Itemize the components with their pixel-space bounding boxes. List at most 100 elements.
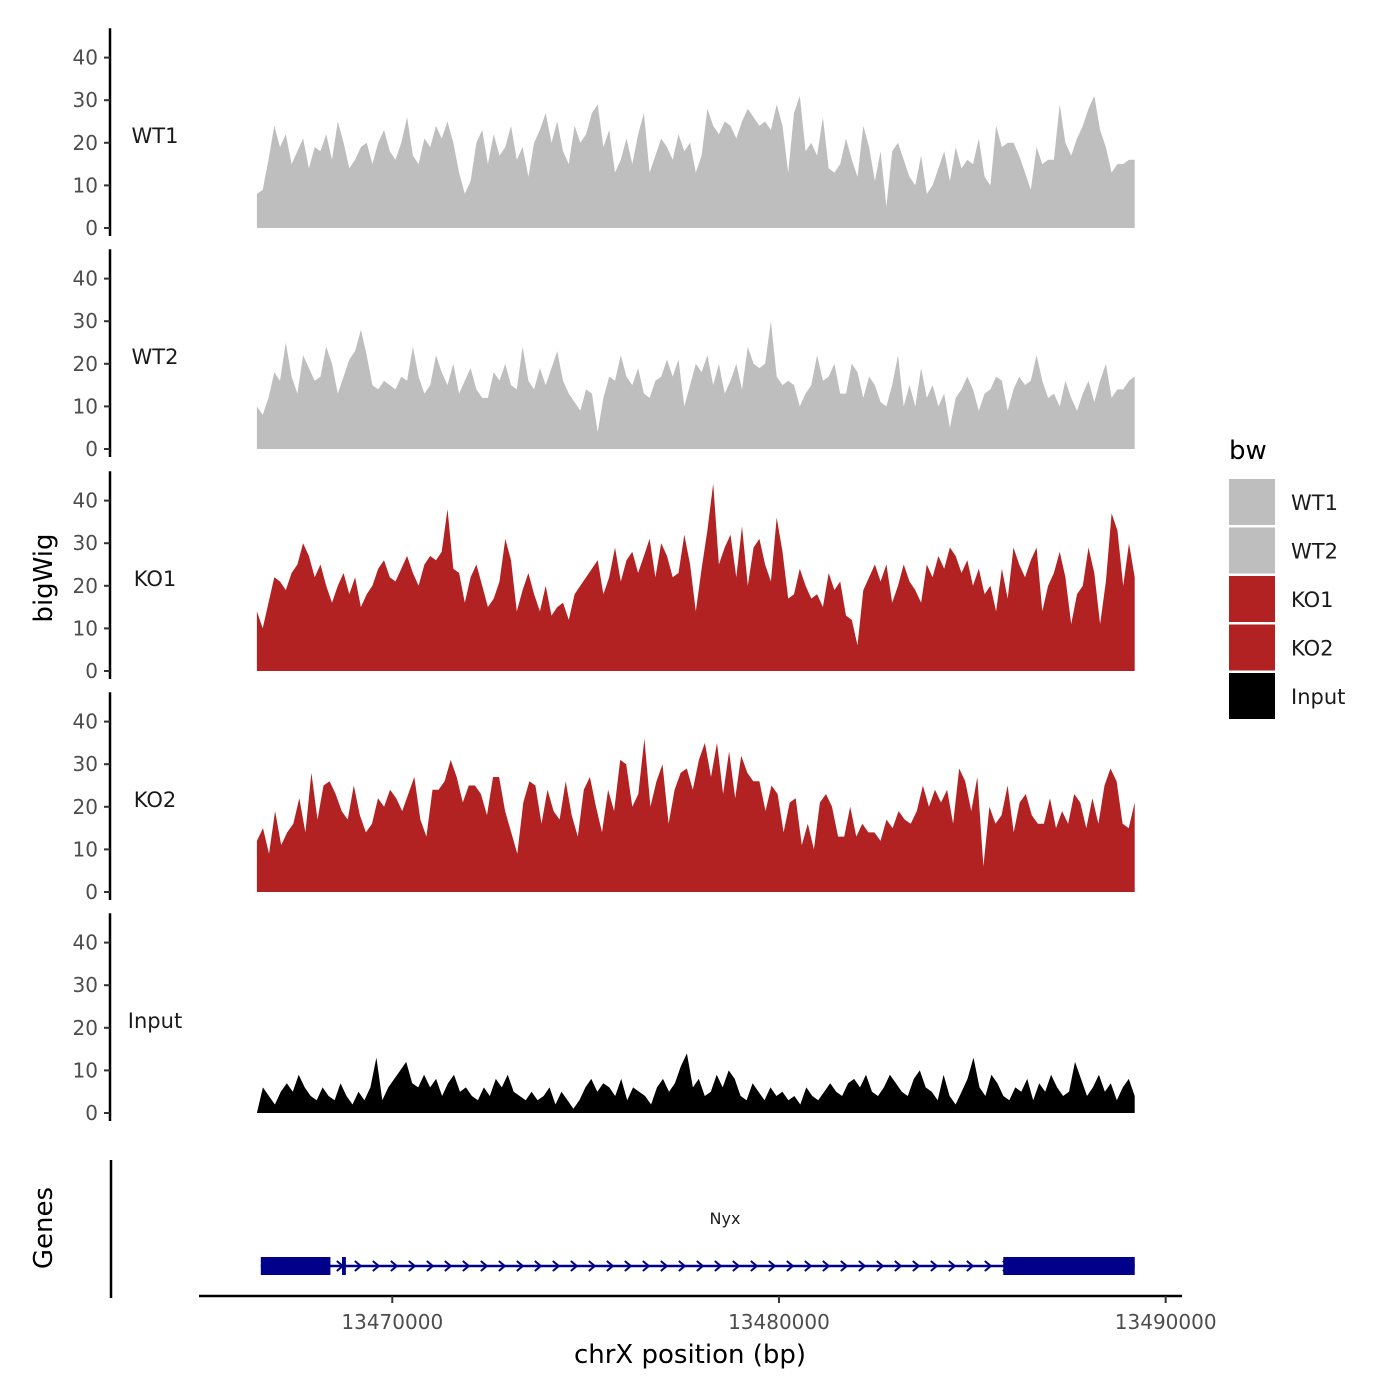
x-tick-label: 13470000 [341,1310,443,1334]
legend-swatch [1229,576,1275,622]
wt1-track-label: WT1 [132,124,179,148]
track-panel-wt2: WT2 0 10 20 30 40 [73,249,1135,461]
strand-arrow [480,1260,489,1272]
ko1-track-label: KO1 [134,567,177,591]
wt1-coverage-area [256,95,1135,229]
y-tick-label: 40 [73,46,98,70]
gene-exon [342,1257,346,1275]
strand-arrow [786,1260,795,1272]
strand-arrow [768,1260,777,1272]
x-ticks: 13470000 13480000 13490000 [341,1296,1217,1334]
strand-arrow [714,1260,723,1272]
strand-arrow [588,1260,597,1272]
legend-label: KO1 [1291,588,1334,612]
x-tick-label: 13490000 [1115,1310,1217,1334]
y-tick-label: 10 [73,394,98,418]
y-tick-label: 30 [73,973,98,997]
y-tick-label: 20 [73,131,98,155]
legend-swatch [1229,673,1275,719]
x-axis-title: chrX position (bp) [574,1340,806,1370]
strand-arrow [696,1260,705,1272]
y-tick-label: 0 [85,216,98,240]
gene-body [260,1257,1135,1275]
y-tick-label: 20 [73,574,98,598]
strand-arrow [390,1260,399,1272]
y-tick-label: 10 [73,616,98,640]
gene-name-label: Nyx [710,1209,741,1228]
y-tick-label: 20 [73,795,98,819]
strand-arrow [354,1260,363,1272]
x-tick-label: 13480000 [728,1310,830,1334]
strand-arrow [984,1260,993,1272]
y-tick-label: 10 [73,173,98,197]
y-tick-label: 0 [85,437,98,461]
legend-swatch [1229,624,1275,671]
legend-swatch [1229,527,1275,574]
strand-arrow [966,1260,975,1272]
strand-arrow [930,1260,939,1272]
y-tick-label: 0 [85,659,98,683]
strand-arrow [570,1260,579,1272]
y-tick-label: 0 [85,1101,98,1125]
strand-arrow [498,1260,507,1272]
strand-arrow [858,1260,867,1272]
y-tick-label: 0 [85,880,98,904]
strand-arrow [948,1260,957,1272]
strand-arrow [840,1260,849,1272]
legend-title: bw [1229,436,1267,466]
y-tick-label: 10 [73,837,98,861]
strand-arrow [804,1260,813,1272]
y-axis-title: bigWig [29,533,59,622]
input-track-label: Input [128,1009,182,1033]
genes-axis-title: Genes [29,1187,59,1269]
strand-arrow [876,1260,885,1272]
strand-arrow [642,1260,651,1272]
gene-exon [260,1257,331,1275]
strand-arrow [750,1260,759,1272]
input-coverage-area [256,1053,1135,1113]
y-tick-label: 30 [73,88,98,112]
legend-label: WT2 [1291,540,1338,564]
strand-arrow [444,1260,453,1272]
strand-arrow [606,1260,615,1272]
strand-arrow [660,1260,669,1272]
strand-arrow [534,1260,543,1272]
wt2-coverage-area [256,321,1135,449]
strand-arrow [426,1260,435,1272]
y-tick-label: 40 [73,489,98,513]
track-panel-ko1: KO1 0 10 20 30 40 [73,471,1135,683]
strand-arrow [678,1260,687,1272]
strand-arrow [372,1260,381,1272]
track-panel-ko2: KO2 0 10 20 30 40 [73,692,1135,904]
ko1-coverage-area [256,483,1135,671]
strand-arrow [552,1260,561,1272]
gene-exon [1003,1257,1135,1275]
x-axis: 13470000 13480000 13490000 chrX position (… [199,1294,1217,1370]
track-panels: WT1 0 10 20 30 40 WT2 0 10 20 30 40 KO1 0 10 20 30 4… [73,28,1135,1125]
legend-label: KO2 [1291,637,1334,661]
strand-arrow [912,1260,921,1272]
y-tick-label: 30 [73,531,98,555]
strand-arrow [408,1260,417,1272]
ko2-coverage-area [256,738,1135,892]
legend: bw WT1 WT2 KO1 KO2 Input [1229,436,1345,719]
legend-swatch [1229,479,1275,525]
y-tick-label: 40 [73,931,98,955]
y-tick-label: 20 [73,352,98,376]
track-panel-input: Input 0 10 20 30 40 [73,913,1135,1125]
legend-entries: WT1 WT2 KO1 KO2 Input [1229,479,1345,719]
strand-arrow [624,1260,633,1272]
strand-arrow [516,1260,525,1272]
strand-arrow [732,1260,741,1272]
y-tick-label: 20 [73,1016,98,1040]
strand-arrow [822,1260,831,1272]
y-tick-label: 40 [73,267,98,291]
legend-label: Input [1291,685,1345,709]
y-tick-label: 30 [73,309,98,333]
strand-arrow [894,1260,903,1272]
legend-label: WT1 [1291,491,1338,515]
ko2-track-label: KO2 [134,788,177,812]
gene-track: Genes Nyx [29,1160,1135,1298]
wt2-track-label: WT2 [132,345,179,369]
